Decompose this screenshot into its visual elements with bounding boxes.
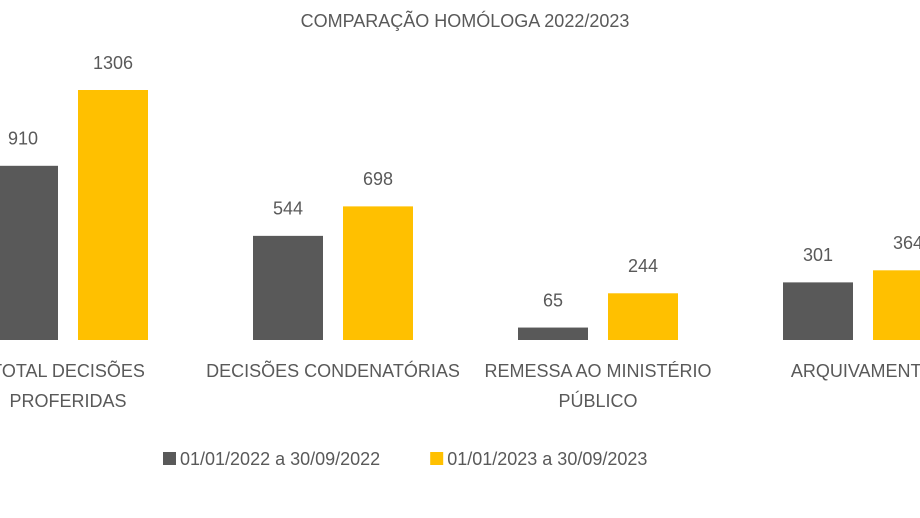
data-label: 910 bbox=[8, 129, 38, 149]
bar bbox=[608, 293, 678, 340]
data-label: 364 bbox=[893, 233, 920, 253]
data-label: 1306 bbox=[93, 53, 133, 73]
bar bbox=[0, 165, 58, 340]
chart-title: COMPARAÇÃO HOMÓLOGA 2022/2023 bbox=[301, 10, 630, 31]
data-label: 244 bbox=[628, 256, 658, 276]
bar bbox=[343, 206, 413, 340]
data-label: 544 bbox=[273, 199, 303, 219]
data-label: 301 bbox=[803, 245, 833, 265]
bar bbox=[518, 327, 588, 340]
bar bbox=[873, 270, 920, 340]
data-label: 65 bbox=[543, 290, 563, 310]
x-tick-label: DECISÕES CONDENATÓRIAS bbox=[206, 360, 460, 381]
x-tick-label: REMESSA AO MINISTÉRIO PÚBLICO bbox=[484, 361, 711, 411]
bar bbox=[783, 282, 853, 340]
legend-swatch bbox=[163, 452, 176, 465]
legend-swatch bbox=[430, 452, 444, 465]
legend-label: 01/01/2022 a 30/09/2022 bbox=[180, 449, 380, 469]
legend-label: 01/01/2023 a 30/09/2023 bbox=[447, 449, 647, 469]
x-tick-label: TOTAL DECISÕES PROFERIDAS bbox=[0, 360, 145, 411]
bar bbox=[78, 90, 148, 340]
legend: 01/01/2022 a 30/09/2022 01/01/2023 a 30/0… bbox=[163, 449, 647, 469]
x-tick-label: ARQUIVAMENTO bbox=[791, 361, 920, 381]
data-label: 698 bbox=[363, 169, 393, 189]
bar bbox=[253, 235, 323, 340]
